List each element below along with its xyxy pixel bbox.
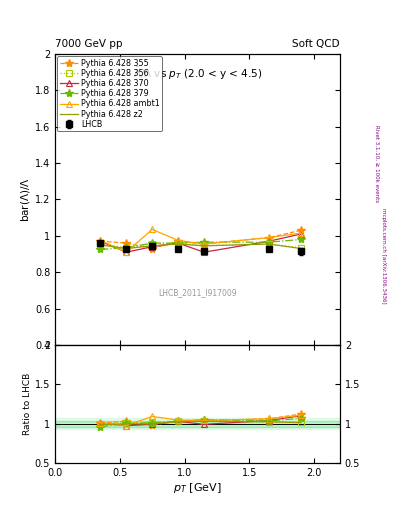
- Pythia 6.428 356: [150, 241, 154, 247]
- Text: $\bar{\Lambda}/\Lambda$ vs $p_T$ (2.0 < y < 4.5): $\bar{\Lambda}/\Lambda$ vs $p_T$ (2.0 < …: [133, 66, 262, 81]
- Pythia 6.428 379: [202, 239, 206, 245]
- Pythia 6.428 ambt1: [202, 241, 206, 247]
- Text: mcplots.cern.ch [arXiv:1306.3436]: mcplots.cern.ch [arXiv:1306.3436]: [381, 208, 386, 304]
- Line: Pythia 6.428 355: Pythia 6.428 355: [96, 226, 305, 253]
- Pythia 6.428 355: [299, 227, 303, 233]
- Pythia 6.428 370: [150, 244, 154, 250]
- Pythia 6.428 z2: [98, 242, 103, 248]
- Line: Pythia 6.428 370: Pythia 6.428 370: [97, 230, 305, 255]
- Pythia 6.428 379: [124, 245, 129, 251]
- Pythia 6.428 z2: [124, 245, 129, 251]
- Pythia 6.428 370: [176, 240, 180, 246]
- Pythia 6.428 355: [176, 238, 180, 244]
- Pythia 6.428 356: [202, 243, 206, 249]
- Pythia 6.428 356: [98, 241, 103, 247]
- Text: Soft QCD: Soft QCD: [292, 38, 340, 49]
- Legend: Pythia 6.428 355, Pythia 6.428 356, Pythia 6.428 370, Pythia 6.428 379, Pythia 6: Pythia 6.428 355, Pythia 6.428 356, Pyth…: [57, 56, 162, 131]
- Y-axis label: bar($\Lambda$)/$\Lambda$: bar($\Lambda$)/$\Lambda$: [19, 177, 32, 222]
- Pythia 6.428 356: [176, 240, 180, 246]
- Pythia 6.428 ambt1: [266, 234, 271, 241]
- Line: Pythia 6.428 379: Pythia 6.428 379: [96, 236, 305, 253]
- Pythia 6.428 370: [98, 238, 103, 244]
- Text: Rivet 3.1.10, ≥ 100k events: Rivet 3.1.10, ≥ 100k events: [374, 125, 379, 202]
- Y-axis label: Ratio to LHCB: Ratio to LHCB: [23, 373, 32, 435]
- Text: LHCB_2011_I917009: LHCB_2011_I917009: [158, 288, 237, 297]
- Line: Pythia 6.428 356: Pythia 6.428 356: [97, 240, 304, 250]
- Pythia 6.428 ambt1: [98, 237, 103, 243]
- Pythia 6.428 355: [150, 245, 154, 251]
- Bar: [55, 427, 340, 430]
- Bar: [55, 421, 340, 427]
- Pythia 6.428 379: [266, 239, 271, 245]
- Pythia 6.428 356: [299, 245, 303, 251]
- Pythia 6.428 379: [299, 237, 303, 243]
- Line: Pythia 6.428 z2: Pythia 6.428 z2: [100, 244, 301, 248]
- Pythia 6.428 ambt1: [150, 226, 154, 232]
- Pythia 6.428 z2: [202, 243, 206, 249]
- Pythia 6.428 370: [124, 249, 129, 255]
- Pythia 6.428 ambt1: [299, 230, 303, 236]
- Pythia 6.428 z2: [150, 243, 154, 249]
- Pythia 6.428 z2: [266, 241, 271, 247]
- Pythia 6.428 355: [202, 241, 206, 247]
- Pythia 6.428 355: [266, 234, 271, 241]
- Text: 7000 GeV pp: 7000 GeV pp: [55, 38, 123, 49]
- X-axis label: $p_T$ [GeV]: $p_T$ [GeV]: [173, 481, 222, 495]
- Pythia 6.428 379: [150, 240, 154, 246]
- Pythia 6.428 370: [299, 231, 303, 237]
- Pythia 6.428 379: [176, 240, 180, 246]
- Pythia 6.428 355: [124, 240, 129, 246]
- Pythia 6.428 370: [202, 249, 206, 255]
- Bar: [55, 418, 340, 421]
- Pythia 6.428 z2: [176, 241, 180, 247]
- Pythia 6.428 ambt1: [176, 237, 180, 243]
- Pythia 6.428 370: [266, 238, 271, 244]
- Line: Pythia 6.428 ambt1: Pythia 6.428 ambt1: [97, 226, 305, 255]
- Pythia 6.428 ambt1: [124, 249, 129, 255]
- Pythia 6.428 356: [266, 241, 271, 247]
- Pythia 6.428 356: [124, 245, 129, 251]
- Pythia 6.428 z2: [299, 245, 303, 251]
- Pythia 6.428 379: [98, 246, 103, 252]
- Pythia 6.428 355: [98, 238, 103, 244]
